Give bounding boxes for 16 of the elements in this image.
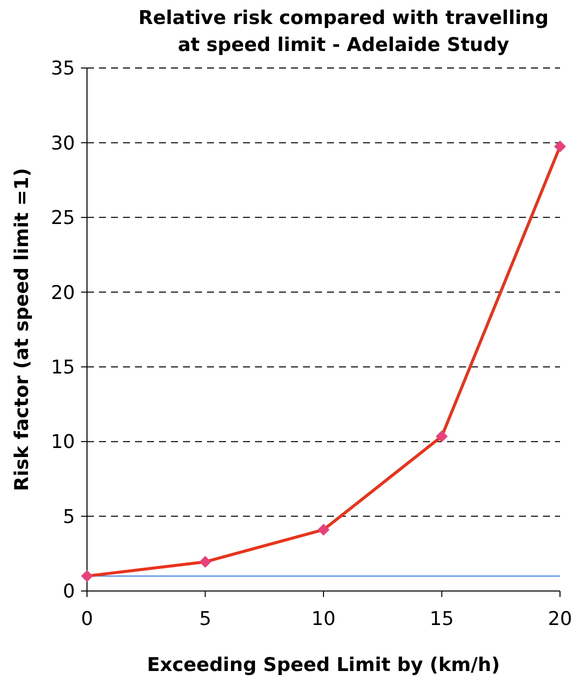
y-tick-label: 10 (50, 431, 75, 454)
x-tick-label: 15 (430, 608, 454, 630)
y-axis-title: Risk factor (at speed limit =1) (11, 168, 33, 492)
y-tick-label: 0 (62, 580, 75, 603)
y-tick-label: 5 (62, 506, 75, 528)
x-tick-label: 0 (80, 608, 94, 630)
x-tick-label: 5 (199, 608, 212, 630)
y-tick-label: 15 (50, 356, 75, 379)
x-axis-title: Exceeding Speed Limit by (km/h) (147, 654, 500, 676)
y-tick-label: 25 (50, 207, 75, 230)
chart-title: Relative risk compared with travelling at speed limit - Adelaide Study (138, 7, 549, 56)
y-tick-label: 30 (50, 132, 75, 154)
y-tick-label: 35 (50, 58, 75, 80)
y-tick-label: 20 (50, 282, 75, 304)
x-tick-label: 10 (311, 608, 336, 630)
x-tick-label: 20 (548, 608, 572, 630)
